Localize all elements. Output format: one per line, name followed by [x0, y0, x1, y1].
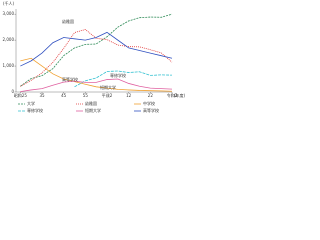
legend-label: 中学校	[143, 100, 155, 106]
x-tick-label: 45	[61, 93, 67, 98]
annotation: 幼稚園	[62, 18, 74, 24]
legend-label: 大学	[27, 100, 35, 106]
x-unit: (年度)	[174, 92, 186, 98]
x-tick-label: 令和2	[167, 92, 178, 98]
y-tick-label: 2,000	[3, 37, 15, 42]
x-tick-label: 12	[126, 93, 132, 98]
legend-label: 幼稚園	[85, 100, 97, 106]
y-tick-label: 3,000	[3, 11, 15, 16]
annotation: 短期大学	[100, 84, 116, 90]
series-line	[20, 13, 173, 87]
y-tick-label: 1,000	[3, 63, 15, 68]
x-tick-label: 平成2	[102, 92, 113, 98]
legend-label: 高等学校	[143, 107, 159, 113]
x-tick-label: 55	[83, 93, 89, 98]
series-line	[74, 70, 173, 88]
y-unit: (千人)	[3, 0, 15, 6]
series-line	[20, 31, 173, 67]
series-line	[20, 57, 173, 92]
x-tick-label: 35	[39, 93, 45, 98]
x-tick-label: 昭和25	[14, 92, 28, 98]
annotation: 高等学校	[62, 76, 78, 82]
legend-label: 短期大学	[85, 107, 101, 113]
legend-label: 専修学校	[27, 107, 43, 113]
x-tick-label: 22	[148, 93, 154, 98]
chart: (千人) (年度) 0 1,000 2,000 3,000 昭和25 35 45 55 平成2 1…	[3, 0, 186, 113]
y-tick-label: 0	[11, 89, 14, 94]
series-line	[20, 78, 173, 93]
annotation: 専修学校	[110, 72, 126, 78]
series-line	[20, 29, 173, 87]
